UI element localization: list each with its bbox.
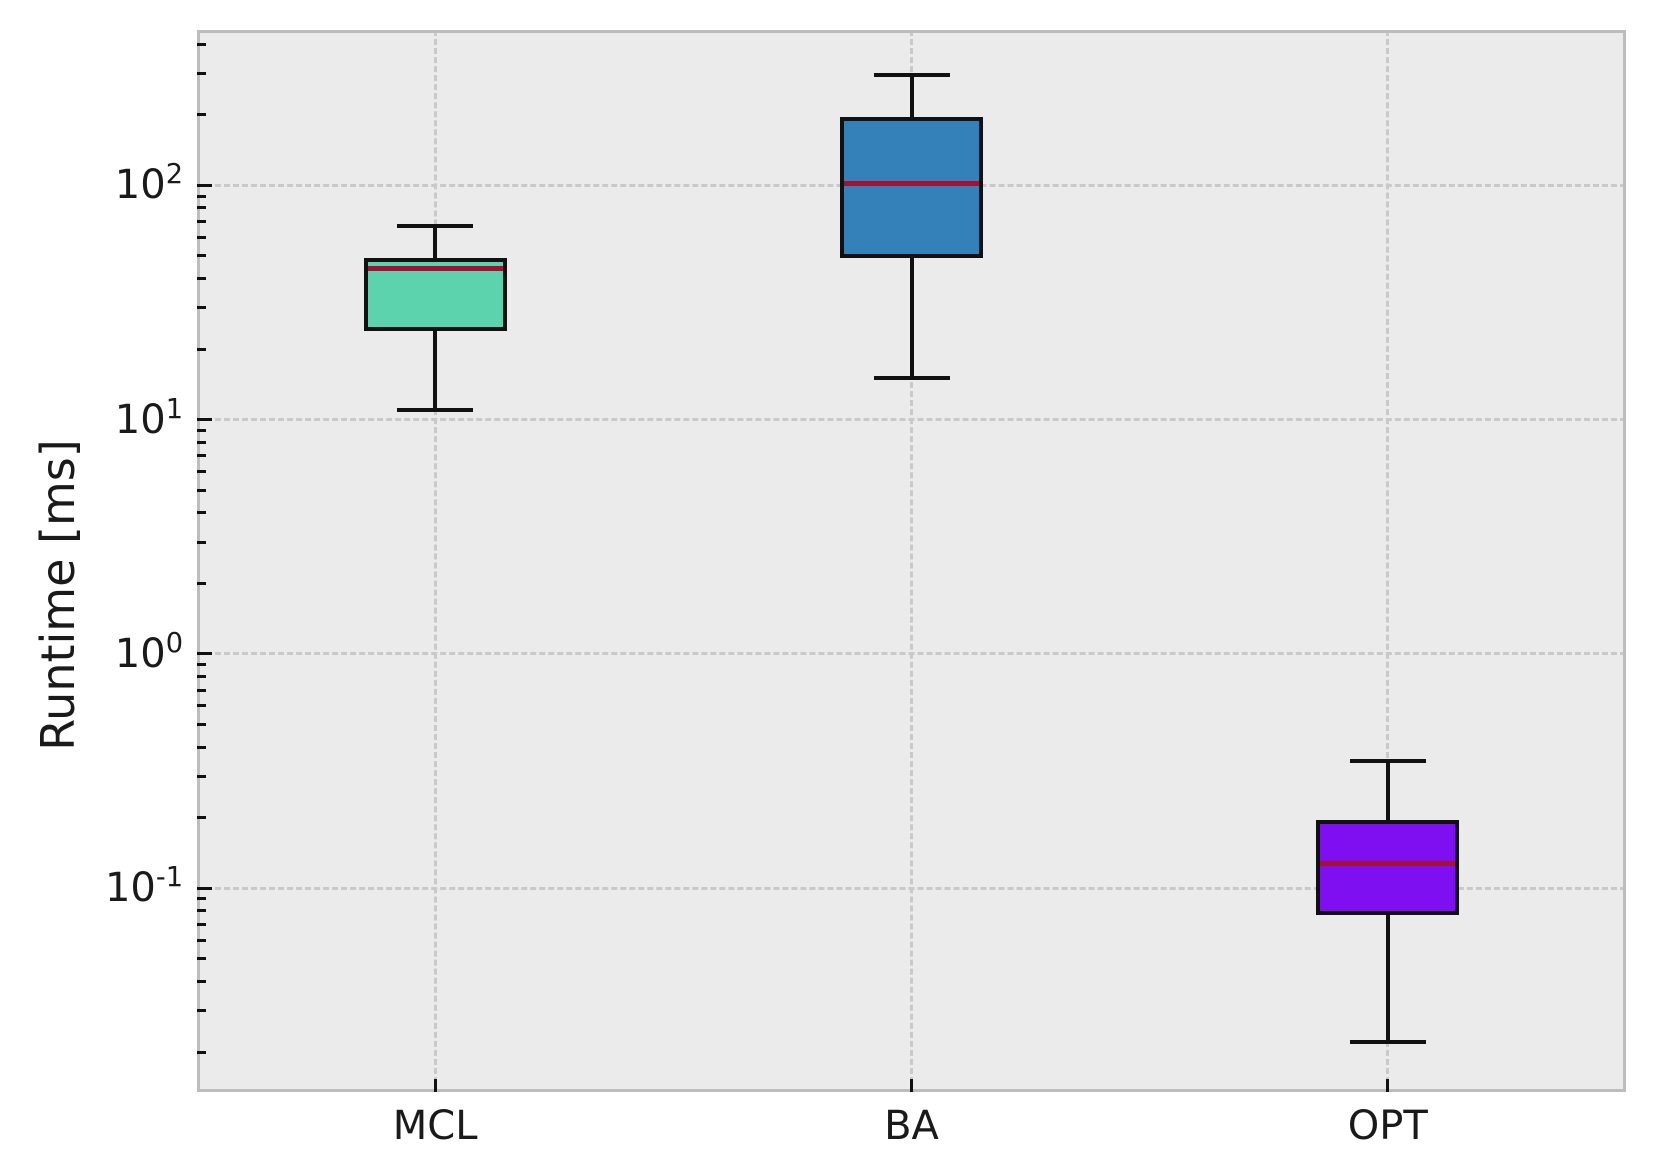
- y-tick-label: 10-1: [104, 862, 183, 912]
- whisker-line-mcl: [433, 226, 438, 258]
- y-major-tick: [197, 418, 212, 422]
- x-tick: [910, 1079, 913, 1092]
- y-major-tick: [197, 183, 212, 187]
- grid-h-line: [197, 652, 1626, 656]
- whisker-cap-bottom-opt: [1349, 1040, 1426, 1045]
- whisker-line-mcl: [433, 330, 438, 410]
- whisker-cap-top-ba: [873, 73, 950, 78]
- y-minor-tick: [197, 663, 206, 667]
- whisker-cap-top-mcl: [397, 224, 474, 229]
- grid-v-line: [1386, 30, 1390, 1092]
- y-minor-tick: [197, 675, 206, 679]
- y-minor-tick: [197, 1009, 206, 1013]
- y-minor-tick: [197, 42, 206, 46]
- y-minor-tick: [197, 722, 206, 726]
- y-minor-tick: [197, 979, 206, 983]
- y-minor-tick: [197, 347, 206, 351]
- y-minor-tick: [197, 745, 206, 749]
- median-line-mcl: [367, 266, 503, 272]
- y-minor-tick: [197, 540, 206, 544]
- y-minor-tick: [197, 488, 206, 492]
- x-tick-label: BA: [884, 1103, 939, 1149]
- box-ba: [840, 117, 983, 258]
- y-minor-tick: [197, 235, 206, 239]
- y-minor-tick: [197, 220, 206, 224]
- x-tick: [1386, 1079, 1390, 1092]
- y-minor-tick: [197, 277, 206, 281]
- y-minor-tick: [197, 511, 206, 515]
- y-major-tick: [197, 652, 212, 656]
- y-minor-tick: [197, 957, 206, 961]
- whisker-line-opt: [1385, 914, 1390, 1043]
- y-minor-tick: [197, 71, 206, 75]
- x-tick-label: MCL: [392, 1103, 478, 1149]
- y-minor-tick: [197, 923, 206, 927]
- whisker-cap-bottom-mcl: [397, 407, 474, 412]
- box-opt: [1316, 820, 1460, 915]
- x-tick-label: OPT: [1347, 1103, 1428, 1149]
- y-minor-tick: [197, 688, 206, 692]
- y-tick-label: 101: [114, 393, 183, 443]
- y-minor-tick: [197, 194, 206, 198]
- y-tick-label: 100: [114, 627, 183, 677]
- y-minor-tick: [197, 816, 206, 820]
- whisker-line-opt: [1385, 760, 1390, 821]
- grid-v-line: [910, 30, 913, 1092]
- y-minor-tick: [197, 206, 206, 210]
- y-minor-tick: [197, 909, 206, 913]
- y-minor-tick: [197, 113, 206, 117]
- y-axis-label: Runtime [ms]: [31, 439, 85, 751]
- y-minor-tick: [197, 704, 206, 708]
- y-minor-tick: [197, 306, 206, 310]
- median-line-opt: [1320, 860, 1456, 866]
- y-minor-tick: [197, 1050, 206, 1054]
- y-minor-tick: [197, 938, 206, 942]
- y-minor-tick: [197, 897, 206, 901]
- y-major-tick: [197, 886, 212, 890]
- grid-h-line: [197, 886, 1626, 890]
- whisker-line-ba: [909, 75, 914, 118]
- whisker-cap-top-opt: [1349, 758, 1426, 763]
- plot-area: [197, 30, 1626, 1092]
- y-minor-tick: [197, 774, 206, 778]
- whisker-line-ba: [909, 257, 914, 379]
- y-minor-tick: [197, 470, 206, 474]
- whisker-cap-bottom-ba: [873, 376, 950, 381]
- y-minor-tick: [197, 440, 206, 444]
- grid-h-line: [197, 418, 1626, 422]
- y-minor-tick: [197, 254, 206, 258]
- y-minor-tick: [197, 581, 206, 585]
- y-minor-tick: [197, 454, 206, 458]
- median-line-ba: [844, 180, 979, 186]
- x-tick: [433, 1079, 437, 1092]
- grid-v-line: [433, 30, 437, 1092]
- y-minor-tick: [197, 428, 206, 432]
- y-tick-label: 102: [114, 159, 183, 209]
